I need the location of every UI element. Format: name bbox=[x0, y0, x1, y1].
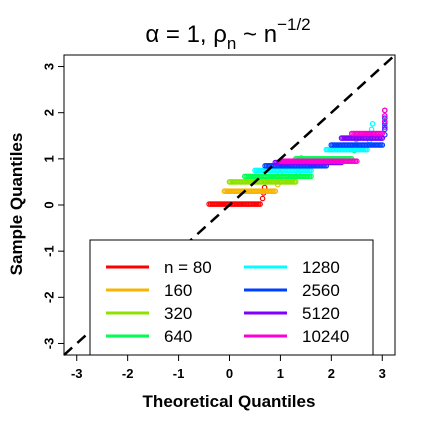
point-s3-l0-43 bbox=[308, 173, 314, 180]
axes-layer: -3 -2 -1 0 1 2 3 -3 -2 -1 0 1 2 3 bbox=[42, 63, 386, 381]
title-part-3: −1/2 bbox=[277, 15, 311, 34]
y-axis-title: Sample Quantiles bbox=[7, 133, 26, 276]
tail-point-s5-2 bbox=[381, 121, 388, 127]
x-tick-label-0: -3 bbox=[71, 366, 83, 381]
tail-point-s5-3 bbox=[381, 115, 388, 122]
legend-label-4: 1280 bbox=[302, 258, 340, 277]
legend-label-2: 320 bbox=[164, 304, 192, 323]
tail-point-s5-1 bbox=[381, 126, 388, 133]
y-tick-label-6: 3 bbox=[42, 63, 57, 70]
tail-point-s4-3 bbox=[369, 121, 376, 127]
point-s5-l1-33 bbox=[379, 142, 386, 148]
point-s1-l0-33 bbox=[272, 188, 279, 195]
legend: n = 80 160 320 640 1280 2560 5120 10240 bbox=[89, 239, 374, 356]
x-tick-label-5: 2 bbox=[328, 366, 335, 381]
y-tick-label-0: -3 bbox=[42, 338, 57, 350]
y-tick-label-2: -1 bbox=[42, 245, 57, 257]
legend-label-5: 2560 bbox=[302, 281, 340, 300]
x-tick-label-2: -1 bbox=[173, 366, 185, 381]
title-part-2: ~ n bbox=[236, 21, 277, 48]
y-tick-label-3: 0 bbox=[42, 201, 57, 208]
point-s7-l0-50 bbox=[353, 158, 360, 165]
series-7 bbox=[277, 107, 388, 165]
legend-label-3: 640 bbox=[164, 327, 192, 346]
y-tick-label-4: 1 bbox=[42, 155, 57, 162]
legend-label-6: 5120 bbox=[302, 304, 340, 323]
point-s0-l0-33 bbox=[257, 201, 263, 207]
tail-point-s7-0 bbox=[381, 118, 388, 125]
legend-label-7: 10240 bbox=[302, 327, 349, 346]
y-tick-label-1: -2 bbox=[42, 292, 57, 304]
tail-point-s7-1 bbox=[381, 113, 388, 119]
title-part-1: n bbox=[227, 34, 236, 53]
point-s2-l0-43 bbox=[292, 179, 299, 185]
points-layer bbox=[206, 107, 388, 207]
legend-label-1: 160 bbox=[164, 281, 192, 300]
chart-title: α = 1, ρn ~ n−1/2 bbox=[145, 15, 310, 53]
tail-point-s6-0 bbox=[381, 124, 388, 130]
title-part-0: α = 1, ρ bbox=[145, 21, 227, 48]
point-s7-l1-20 bbox=[379, 130, 386, 137]
x-tick-label-4: 1 bbox=[277, 366, 284, 381]
series-1 bbox=[221, 165, 284, 195]
x-tick-label-6: 3 bbox=[379, 366, 386, 381]
legend-label-0: n = 80 bbox=[164, 258, 212, 277]
x-tick-label-1: -2 bbox=[122, 366, 134, 381]
tail-point-s7-2 bbox=[381, 107, 388, 114]
y-tick-label-5: 2 bbox=[42, 109, 57, 116]
x-tick-label-3: 0 bbox=[226, 366, 233, 381]
tail-point-s0-0 bbox=[259, 195, 266, 202]
x-axis-title: Theoretical Quantiles bbox=[143, 392, 316, 411]
